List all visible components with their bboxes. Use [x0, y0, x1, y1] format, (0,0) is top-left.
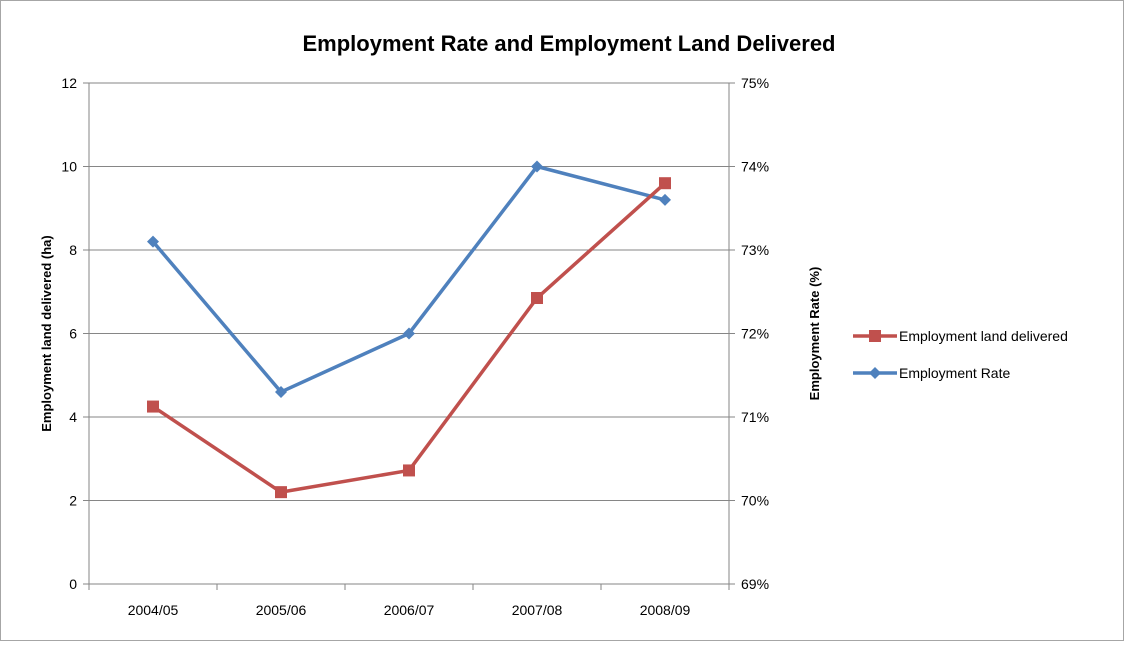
data-point: [403, 464, 415, 477]
y2-tick-label: 74%: [741, 159, 769, 175]
y2-tick-label: 75%: [741, 75, 769, 91]
y-axis-title: Employment land delivered (ha): [39, 235, 54, 432]
y-tick-label: 12: [61, 75, 77, 91]
legend-item: Employment Rate: [853, 365, 1010, 381]
x-tick-label: 2006/07: [384, 602, 435, 618]
y-tick-label: 10: [61, 159, 77, 175]
legend: Employment land delivered Employment Rate: [853, 328, 1068, 381]
axes: 0 2 4 6 8 10 12 69% 70% 71% 72% 73% 74% 75% 2004/05 200…: [61, 75, 769, 618]
series-layer: [147, 160, 671, 499]
y2-tick-label: 72%: [741, 326, 769, 342]
data-point: [531, 160, 543, 173]
y2-tick-label: 73%: [741, 242, 769, 258]
series-employment-land-delivered: [147, 177, 671, 499]
chart-title: Employment Rate and Employment Land Deli…: [302, 31, 835, 56]
data-point: [275, 486, 287, 499]
y-tick-label: 2: [69, 493, 77, 509]
data-point: [147, 400, 159, 413]
y2-axis-title: Employment Rate (%): [807, 267, 822, 401]
y-tick-label: 4: [69, 409, 77, 425]
series-employment-rate: [147, 160, 671, 398]
x-tick-label: 2004/05: [128, 602, 179, 618]
y-tick-label: 6: [69, 326, 77, 342]
data-point: [659, 193, 671, 206]
legend-label: Employment land delivered: [899, 328, 1068, 344]
legend-marker: [869, 330, 881, 342]
y-tick-label: 8: [69, 242, 77, 258]
legend-marker: [869, 367, 881, 379]
legend-item: Employment land delivered: [853, 328, 1068, 344]
y2-tick-label: 70%: [741, 493, 769, 509]
y-tick-label: 0: [69, 576, 77, 592]
data-point: [659, 177, 671, 190]
data-point: [275, 385, 287, 398]
data-point: [403, 327, 415, 340]
data-point: [147, 235, 159, 248]
legend-label: Employment Rate: [899, 365, 1010, 381]
series-line: [151, 164, 666, 394]
x-tick-label: 2007/08: [512, 602, 563, 618]
data-point: [531, 292, 543, 305]
y2-tick-label: 71%: [741, 409, 769, 425]
x-tick-label: 2005/06: [256, 602, 307, 618]
x-tick-label: 2008/09: [640, 602, 691, 618]
y2-tick-label: 69%: [741, 576, 769, 592]
